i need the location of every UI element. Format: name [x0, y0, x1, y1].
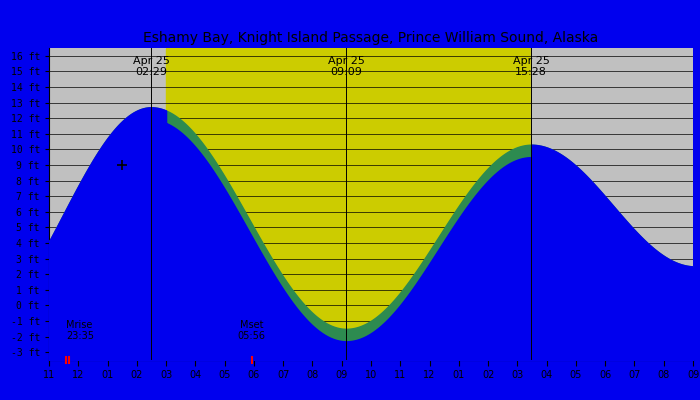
Text: Apr 25
02:29: Apr 25 02:29 — [132, 56, 169, 77]
Text: Mset
05:56: Mset 05:56 — [238, 320, 266, 341]
Title: Eshamy Bay, Knight Island Passage, Prince William Sound, Alaska: Eshamy Bay, Knight Island Passage, Princ… — [144, 32, 598, 46]
Bar — [166, 48, 531, 360]
Text: Mrise
23:35: Mrise 23:35 — [66, 320, 94, 341]
Text: Apr 25
15:28: Apr 25 15:28 — [512, 56, 550, 77]
Bar — [49, 48, 166, 360]
Text: Apr 25
09:09: Apr 25 09:09 — [328, 56, 365, 77]
Bar — [531, 48, 693, 360]
